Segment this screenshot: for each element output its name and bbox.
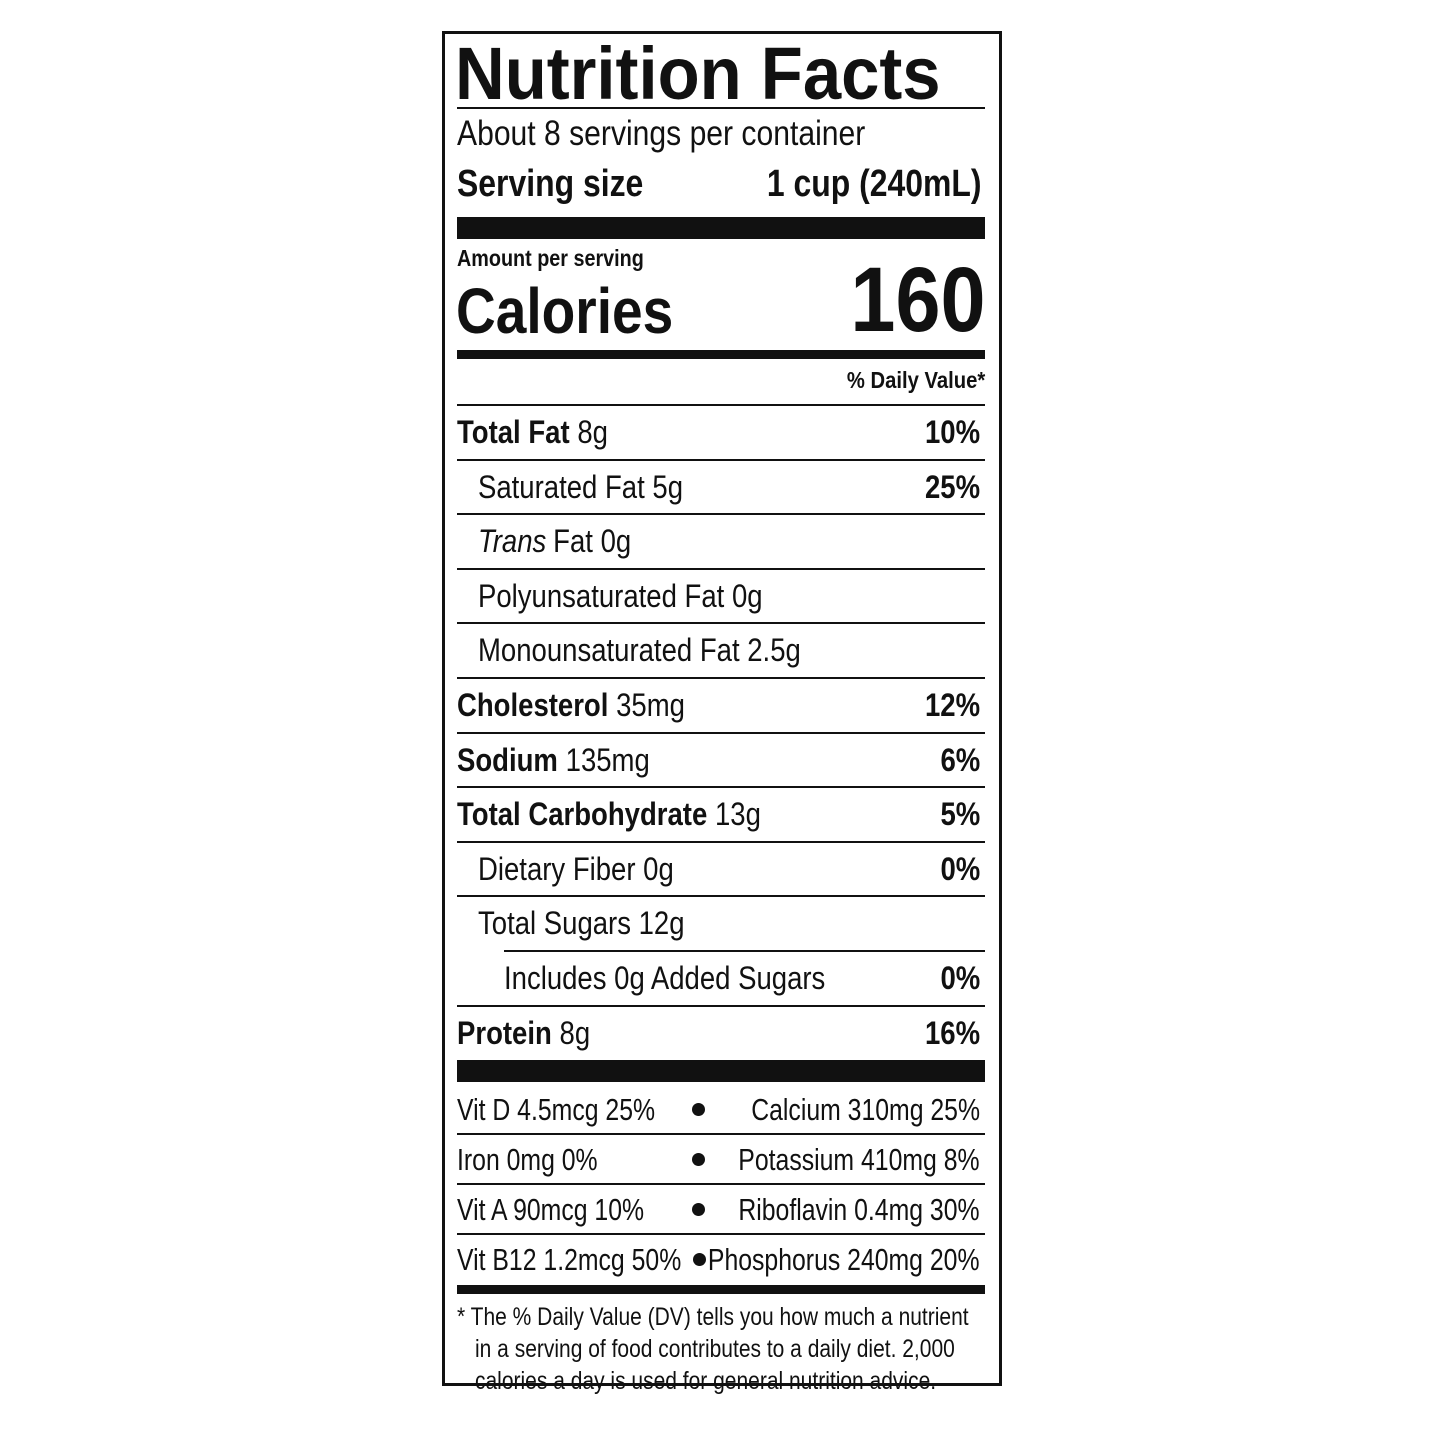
nutrient-name: Cholesterol xyxy=(457,687,609,723)
vitamin-right: Calcium 310mg 25% xyxy=(751,1091,980,1127)
bullet xyxy=(692,1153,705,1166)
nutrient-amount: 35mg xyxy=(616,687,685,723)
rule-line xyxy=(457,1060,985,1082)
footnote-line: * The % Daily Value (DV) tells you how m… xyxy=(457,1303,969,1331)
nutrient-name: Fat 0g xyxy=(553,523,632,560)
rule-line xyxy=(457,841,985,843)
nutrient-row: Polyunsaturated Fat 0g xyxy=(478,577,763,615)
amount-per-serving: Amount per serving xyxy=(457,245,644,271)
vitamin-left: Vit B12 1.2mcg 50% xyxy=(457,1241,682,1277)
rule-line xyxy=(457,1005,985,1007)
rule-line xyxy=(457,895,985,897)
nutrient-row: Total Sugars 12g xyxy=(478,904,685,942)
title: Nutrition Facts xyxy=(455,31,941,115)
nutrient-amount: 13g xyxy=(715,796,761,833)
servings: About 8 servings per container xyxy=(457,114,866,153)
vitamin-right: Potassium 410mg 8% xyxy=(738,1141,980,1177)
nutrient-dv: 0% xyxy=(940,960,980,996)
nutrient-name: Saturated Fat 5g xyxy=(478,468,684,505)
bullet xyxy=(692,1203,705,1216)
rule-line xyxy=(457,107,985,109)
rule-line xyxy=(504,950,985,952)
rule-line xyxy=(457,732,985,734)
rule-line xyxy=(457,513,985,515)
nutrient-dv: 12% xyxy=(924,687,980,723)
calories-label: Calories xyxy=(456,274,674,347)
rule-line xyxy=(457,1133,985,1135)
calories-value: 160 xyxy=(849,249,985,351)
nutrient-name: Total Fat xyxy=(457,414,570,450)
nutrient-name: Monounsaturated Fat 2.5g xyxy=(478,632,801,669)
nutrient-dv: 10% xyxy=(924,414,980,450)
serving-size-label: Serving size xyxy=(457,163,644,205)
rule-line xyxy=(457,677,985,679)
footnote-line: calories a day is used for general nutri… xyxy=(475,1367,937,1395)
nutrient-row: Sodium 135mg xyxy=(457,741,650,779)
nutrient-row: Monounsaturated Fat 2.5g xyxy=(478,631,801,669)
nutrient-amount: 135mg xyxy=(565,741,650,778)
nutrient-name: Sodium xyxy=(457,741,558,778)
nutrient-row: Dietary Fiber 0g xyxy=(478,850,674,888)
vitamin-right: Phosphorus 240mg 20% xyxy=(708,1241,980,1277)
rule-line xyxy=(457,217,985,239)
rule-line xyxy=(457,404,985,406)
nutrient-dv: 5% xyxy=(940,796,980,833)
nutrient-name: Protein xyxy=(457,1014,552,1051)
nutrient-row: Cholesterol 35mg xyxy=(457,686,685,724)
nutrient-row: Protein 8g xyxy=(457,1014,590,1052)
rule-line xyxy=(457,568,985,570)
nutrient-row: Total Carbohydrate 13g xyxy=(457,795,761,833)
nutrient-dv: 16% xyxy=(924,1014,980,1051)
nutrient-name: Polyunsaturated Fat 0g xyxy=(478,577,763,614)
rule-line xyxy=(457,350,985,359)
rule-line xyxy=(457,1233,985,1235)
rule-line xyxy=(457,1285,985,1294)
nutrient-dv: 25% xyxy=(924,468,980,505)
rule-line xyxy=(457,786,985,788)
nutrient-dv: 6% xyxy=(940,741,980,778)
nutrient-row: Total Fat 8g xyxy=(457,413,608,451)
rule-line xyxy=(457,459,985,461)
bullet xyxy=(693,1253,706,1266)
nutrient-row: Includes 0g Added Sugars xyxy=(504,959,825,997)
vitamin-left: Iron 0mg 0% xyxy=(457,1141,598,1177)
daily-value-header: % Daily Value* xyxy=(846,367,985,393)
nutrient-dv: 0% xyxy=(940,850,980,887)
bullet xyxy=(692,1103,705,1116)
rule-line xyxy=(457,622,985,624)
nutrient-row: Saturated Fat 5g xyxy=(478,468,683,506)
nutrient-amount: 8g xyxy=(577,414,608,450)
label-border xyxy=(442,31,1002,1386)
nutrient-name: Includes 0g Added Sugars xyxy=(504,960,826,996)
nutrient-name: Total Sugars 12g xyxy=(478,905,685,942)
rule-line xyxy=(457,1183,985,1185)
footnote-line: in a serving of food contributes to a da… xyxy=(475,1335,955,1363)
nutrient-name: Dietary Fiber 0g xyxy=(478,850,674,887)
serving-size-value: 1 cup (240mL) xyxy=(767,163,982,205)
vitamin-left: Vit D 4.5mcg 25% xyxy=(457,1091,656,1127)
nutrient-row: Trans Fat 0g xyxy=(478,522,631,560)
nutrient-italic: Trans xyxy=(478,523,547,560)
nutrient-amount: 8g xyxy=(559,1014,591,1051)
vitamin-left: Vit A 90mcg 10% xyxy=(457,1191,645,1227)
nutrient-name: Total Carbohydrate xyxy=(457,796,708,833)
vitamin-right: Riboflavin 0.4mg 30% xyxy=(738,1191,980,1227)
